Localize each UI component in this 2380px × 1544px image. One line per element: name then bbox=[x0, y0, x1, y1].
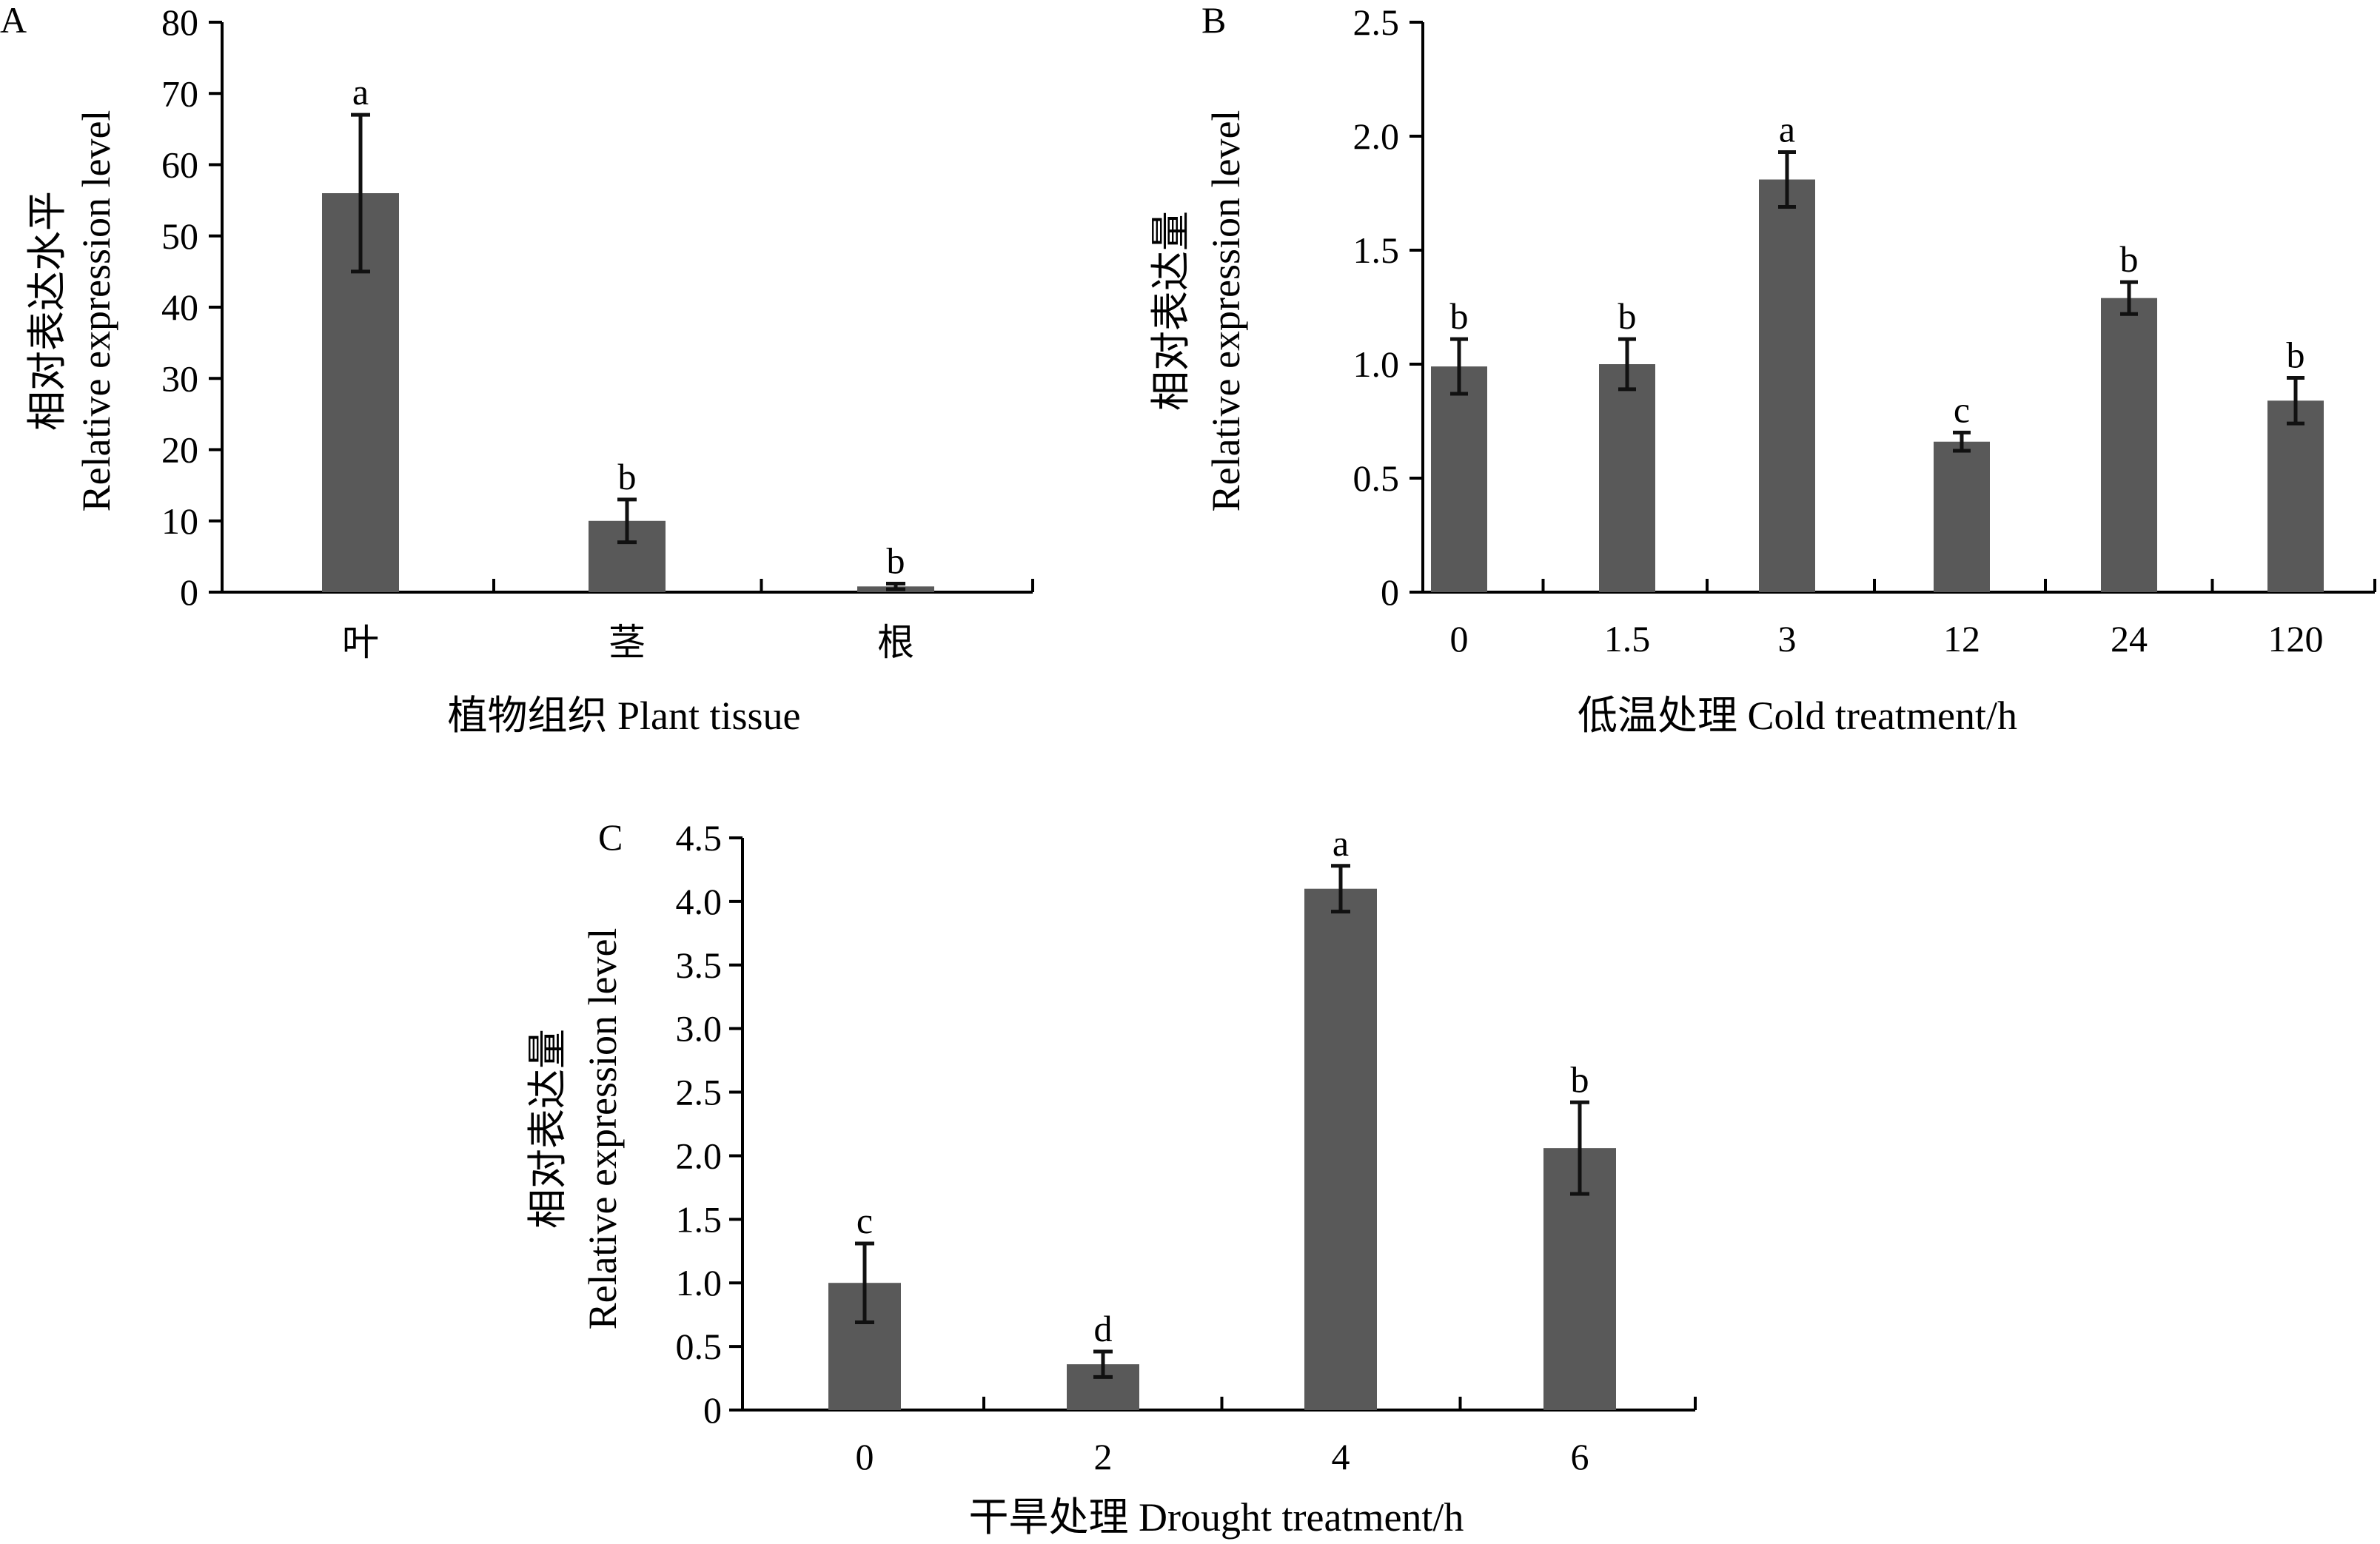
panel-c-x-tick-label: 6 bbox=[1571, 1436, 1589, 1477]
panel-a-x-tick-label: 根 bbox=[877, 622, 914, 663]
panel-b-bar bbox=[1599, 364, 1655, 592]
panel-c-x-tick-label: 2 bbox=[1094, 1436, 1113, 1477]
panel-c-bar bbox=[1304, 888, 1377, 1410]
panel-b-bar bbox=[2267, 400, 2324, 592]
panel-c-y-tick-label: 4.5 bbox=[676, 817, 723, 859]
panel-a-y-tick-label: 0 bbox=[180, 571, 198, 613]
panel-a-ylabel-en: Relative expression level bbox=[74, 110, 118, 512]
panel-a-y-tick-label: 80 bbox=[161, 1, 198, 43]
panel-b-y-tick-label: 0.5 bbox=[1353, 457, 1400, 499]
panel-c-ylabel-en: Relative expression level bbox=[580, 928, 625, 1330]
panel-a-x-tick-label: 茎 bbox=[609, 622, 646, 663]
panel-c-y-tick-label: 2.5 bbox=[676, 1072, 723, 1113]
panel-a-letter: A bbox=[0, 0, 27, 41]
panel-c-y-tick-label: 4.0 bbox=[676, 881, 723, 922]
panel-a-y-tick-label: 70 bbox=[161, 73, 198, 114]
panel-b-y-tick-label: 1.0 bbox=[1353, 343, 1400, 385]
panel-c-y-tick-label: 2.0 bbox=[676, 1135, 723, 1176]
panel-b-significance-letter: b bbox=[2120, 238, 2139, 280]
panel-a: A 相对表达水平 Relative expression level 植物组织 … bbox=[0, 0, 1034, 738]
panel-a-xlabel: 植物组织 Plant tissue bbox=[447, 694, 800, 738]
panel-c-xlabel: 干旱处理 Drought treatment/h bbox=[969, 1495, 1464, 1540]
panel-b-significance-letter: c bbox=[1954, 389, 1970, 430]
panel-a-y-tick-label: 20 bbox=[161, 429, 198, 471]
panel-c-letter: C bbox=[598, 816, 623, 858]
panel-a-ylabel-cn: 相对表达水平 bbox=[25, 191, 70, 431]
panel-c-ylabel-cn: 相对表达量 bbox=[526, 1029, 570, 1229]
panel-b-x-tick-label: 120 bbox=[2268, 618, 2324, 659]
panel-b-bar bbox=[2101, 298, 2157, 592]
panel-b-xlabel: 低温处理 Cold treatment/h bbox=[1578, 694, 2017, 738]
panel-b-y-tick-label: 0 bbox=[1381, 571, 1399, 613]
panel-b-x-tick-label: 24 bbox=[2111, 618, 2148, 659]
panel-b-y-tick-label: 1.5 bbox=[1353, 229, 1400, 271]
panel-b-y-tick-label: 2.5 bbox=[1353, 1, 1400, 43]
panel-a-y-tick-label: 60 bbox=[161, 144, 198, 186]
panel-c-y-tick-label: 1.5 bbox=[676, 1198, 723, 1240]
panel-b-letter: B bbox=[1201, 0, 1226, 41]
panel-c-marks: 0 0.5 1.0 1.5 2.0 2.5 3.0 3.5 4.0 4.5 c 0 d 2 a 4 b 6 bbox=[676, 817, 1697, 1477]
panel-c-y-tick-label: 0.5 bbox=[676, 1326, 723, 1367]
panel-c-x-tick-label: 4 bbox=[1332, 1436, 1350, 1477]
panel-b-x-tick-label: 12 bbox=[1943, 618, 1980, 659]
panel-b-ylabel-en: Relative expression level bbox=[1204, 110, 1248, 512]
panel-c-y-tick-label: 1.0 bbox=[676, 1262, 723, 1303]
panel-c-x-tick-label: 0 bbox=[856, 1436, 874, 1477]
panel-c-y-tick-label: 3.5 bbox=[676, 944, 723, 986]
panel-b-significance-letter: b bbox=[1450, 295, 1469, 337]
panel-c-significance-letter: b bbox=[1571, 1058, 1589, 1100]
panel-b-x-tick-label: 3 bbox=[1778, 618, 1797, 659]
panel-b-significance-letter: b bbox=[1618, 295, 1637, 337]
panel-a-significance-letter: b bbox=[618, 456, 637, 497]
panel-b-ylabel-cn: 相对表达量 bbox=[1149, 211, 1193, 411]
panel-a-y-tick-label: 40 bbox=[161, 286, 198, 328]
panel-c-y-tick-label: 0 bbox=[703, 1389, 722, 1431]
panel-b-marks: 0 0.5 1.0 1.5 2.0 2.5 b 0 b 1.5 a 3 c 12 b 24 b 120 bbox=[1353, 1, 2376, 659]
panel-a-x-tick-label: 叶 bbox=[342, 622, 379, 663]
panel-b-x-tick-label: 1.5 bbox=[1604, 618, 1651, 659]
panel-c-significance-letter: d bbox=[1094, 1308, 1113, 1349]
panel-c: C 相对表达量 Relative expression level 干旱处理 D… bbox=[526, 816, 1697, 1540]
panel-c-significance-letter: a bbox=[1333, 822, 1349, 864]
panel-b-bar bbox=[1759, 179, 1815, 592]
panel-a-y-tick-label: 50 bbox=[161, 215, 198, 257]
panel-b-bar bbox=[1934, 441, 1990, 592]
panel-b-x-tick-label: 0 bbox=[1450, 618, 1469, 659]
panel-b: B 相对表达量 Relative expression level 低温处理 C… bbox=[1149, 0, 2376, 738]
panel-a-significance-letter: b bbox=[887, 540, 905, 581]
panel-b-bar bbox=[1431, 366, 1487, 592]
panel-c-significance-letter: c bbox=[857, 1200, 873, 1241]
panel-b-significance-letter: a bbox=[1779, 109, 1795, 150]
panel-b-significance-letter: b bbox=[2287, 334, 2305, 375]
panel-a-y-tick-label: 30 bbox=[161, 358, 198, 399]
panel-a-significance-letter: a bbox=[352, 71, 369, 113]
panel-c-y-tick-label: 3.0 bbox=[676, 1008, 723, 1050]
panel-b-y-tick-label: 2.0 bbox=[1353, 115, 1400, 157]
panel-a-y-tick-label: 10 bbox=[161, 500, 198, 542]
